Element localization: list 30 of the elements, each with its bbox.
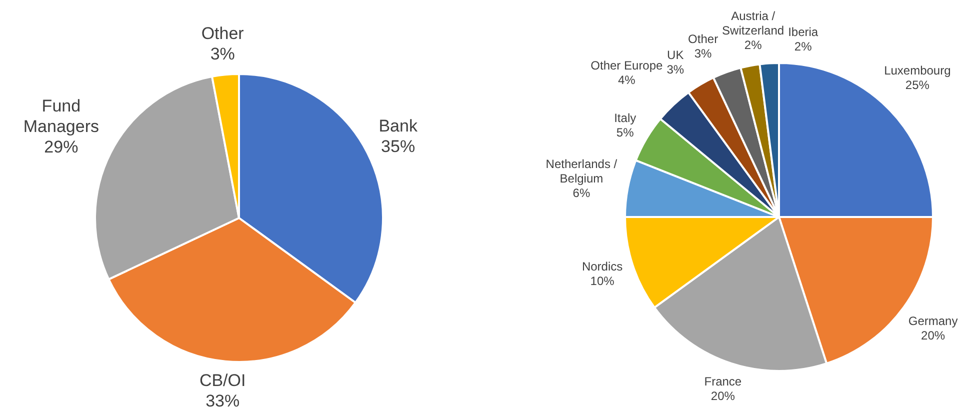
data-label: 25% bbox=[905, 78, 930, 92]
data-label: 3% bbox=[666, 62, 684, 77]
data-label: 20% bbox=[710, 389, 736, 404]
slice-label: CB/OI bbox=[199, 371, 246, 390]
slice-label: Other bbox=[201, 24, 244, 43]
slice-label: Other bbox=[688, 32, 718, 46]
slice-label: Nordics bbox=[582, 260, 623, 274]
data-label: 3% bbox=[210, 44, 235, 64]
data-label: 2% bbox=[794, 40, 812, 54]
data-label: 20% bbox=[921, 328, 946, 342]
slice-label: Bank bbox=[378, 116, 418, 136]
data-label: 33% bbox=[206, 392, 240, 411]
data-label: 35% bbox=[381, 136, 416, 156]
slice-label: France bbox=[704, 374, 742, 389]
slice-label: UK bbox=[667, 48, 684, 62]
slice-label: Iberia bbox=[788, 25, 818, 40]
data-label: 10% bbox=[590, 274, 615, 288]
data-label: 6% bbox=[572, 186, 590, 200]
data-label: 3% bbox=[694, 46, 712, 61]
data-label: 29% bbox=[44, 137, 78, 156]
slice-label: Luxembourg bbox=[884, 64, 951, 78]
slice-label: Netherlands / Belgium bbox=[546, 157, 618, 186]
data-label: 4% bbox=[618, 72, 636, 87]
slice-label: Austria / Switzerland bbox=[722, 9, 784, 38]
slice-label: Other Europe bbox=[590, 58, 664, 72]
slice-label: Italy bbox=[614, 111, 636, 126]
slice-label: Germany bbox=[908, 314, 958, 328]
data-label: 5% bbox=[616, 125, 634, 140]
data-label: 2% bbox=[744, 38, 762, 52]
slice-label: Fund Managers bbox=[23, 96, 99, 136]
